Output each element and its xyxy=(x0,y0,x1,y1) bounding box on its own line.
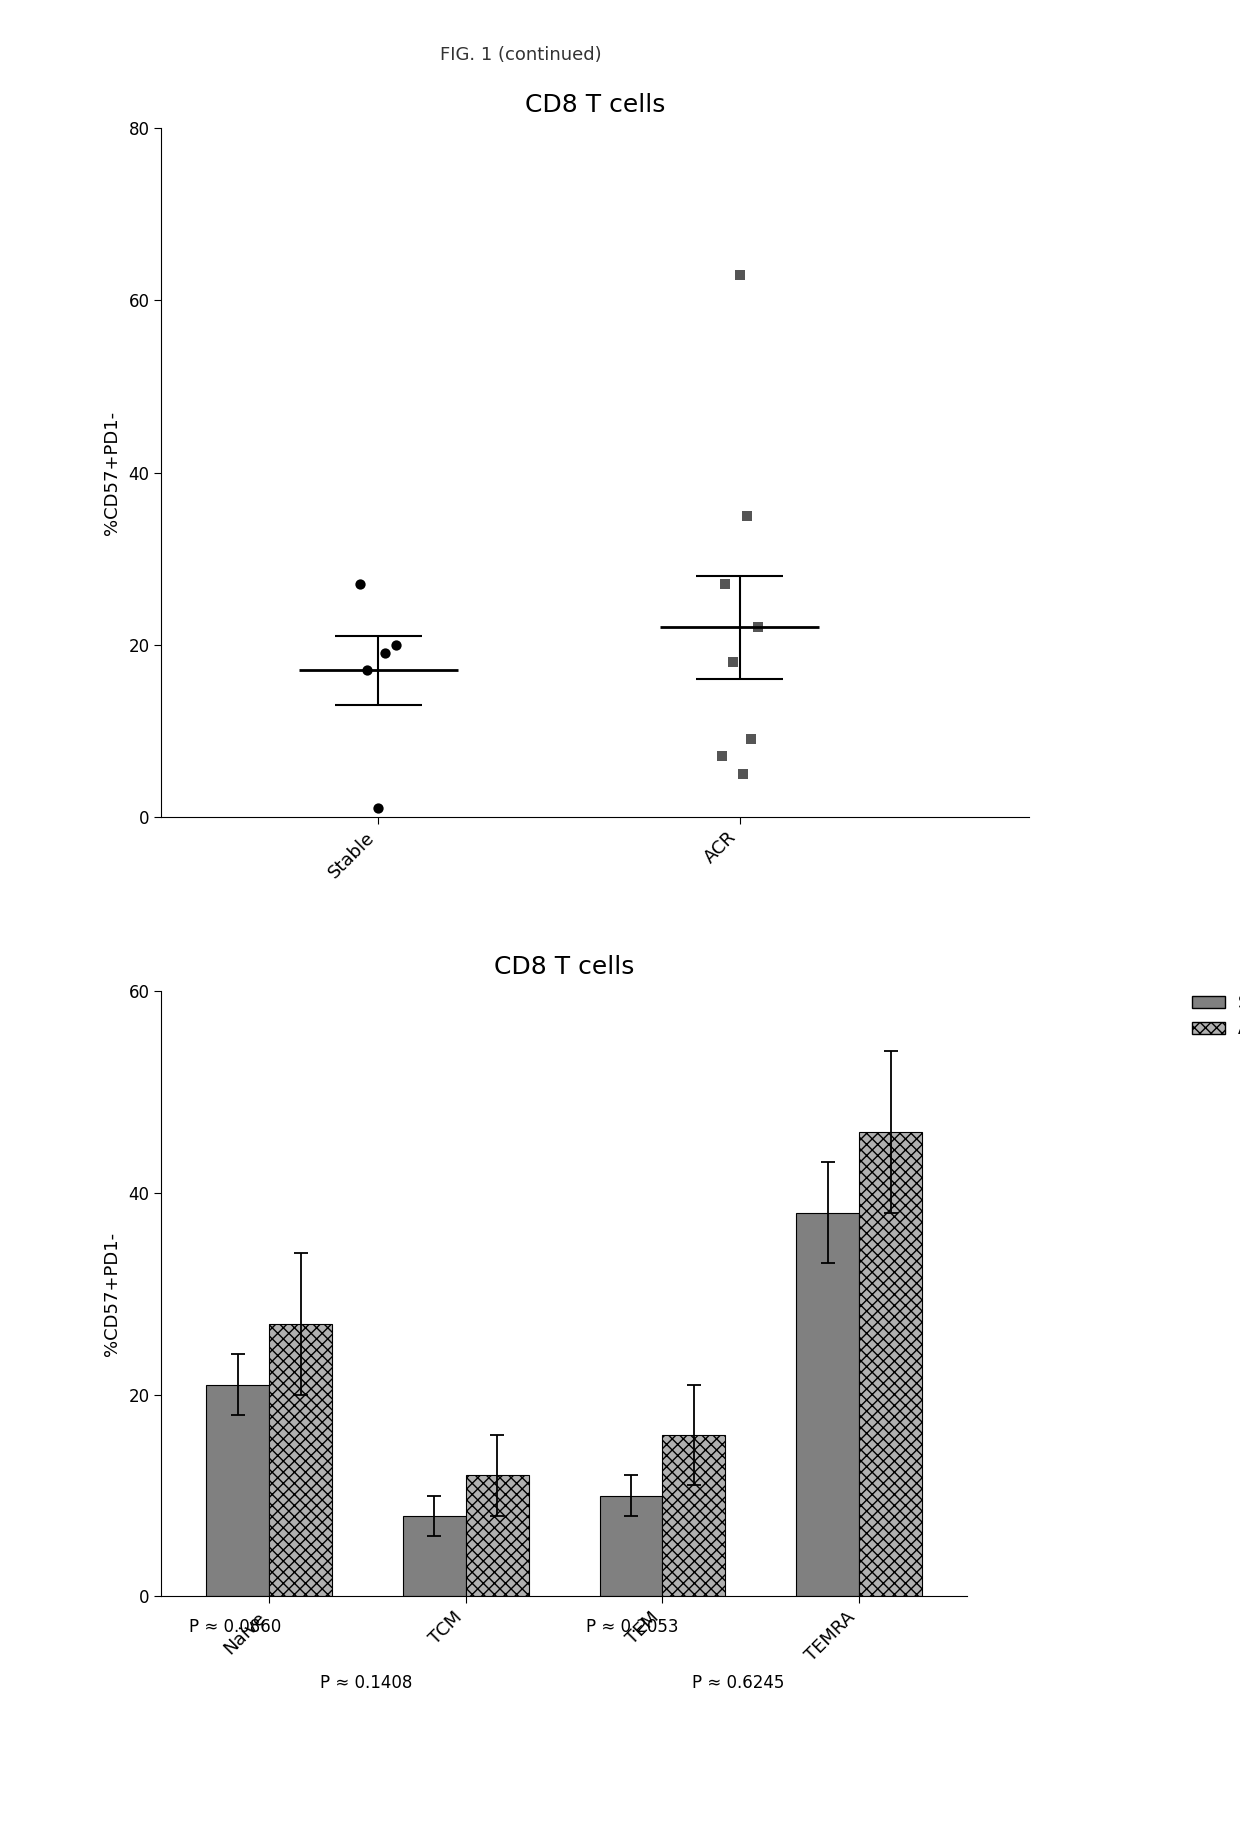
Text: FIG. 1 (continued): FIG. 1 (continued) xyxy=(440,46,601,64)
Point xyxy=(357,655,377,684)
Text: P ≈ 0.0860: P ≈ 0.0860 xyxy=(190,1618,281,1637)
Point xyxy=(387,629,407,659)
Text: P = 0.2358: P = 0.2358 xyxy=(508,1009,609,1028)
Legend: Stable, ACR: Stable, ACR xyxy=(1185,987,1240,1044)
Text: P ≈ 0.6245: P ≈ 0.6245 xyxy=(692,1674,784,1692)
Bar xyxy=(206,1384,269,1596)
Text: P ≈ 0.2053: P ≈ 0.2053 xyxy=(587,1618,678,1637)
Bar xyxy=(600,1496,662,1596)
Bar xyxy=(269,1325,332,1596)
Point xyxy=(748,613,768,642)
Point xyxy=(734,760,754,789)
Bar xyxy=(466,1475,528,1596)
Bar xyxy=(796,1213,859,1596)
Bar xyxy=(662,1435,725,1596)
Y-axis label: %CD57+PD1-: %CD57+PD1- xyxy=(103,411,122,534)
Point xyxy=(730,261,750,290)
Text: P ≈ 0.1408: P ≈ 0.1408 xyxy=(320,1674,412,1692)
Point xyxy=(368,793,388,822)
Point xyxy=(376,639,396,668)
Title: CD8 T cells: CD8 T cells xyxy=(494,956,635,980)
Bar xyxy=(403,1516,466,1596)
Point xyxy=(737,501,756,530)
Point xyxy=(350,569,370,598)
Point xyxy=(723,648,743,677)
Point xyxy=(740,725,760,754)
Point xyxy=(712,741,732,771)
Title: CD8 T cells: CD8 T cells xyxy=(525,94,666,117)
Point xyxy=(715,569,735,598)
Y-axis label: %CD57+PD1-: %CD57+PD1- xyxy=(103,1231,122,1356)
Bar xyxy=(859,1132,923,1596)
